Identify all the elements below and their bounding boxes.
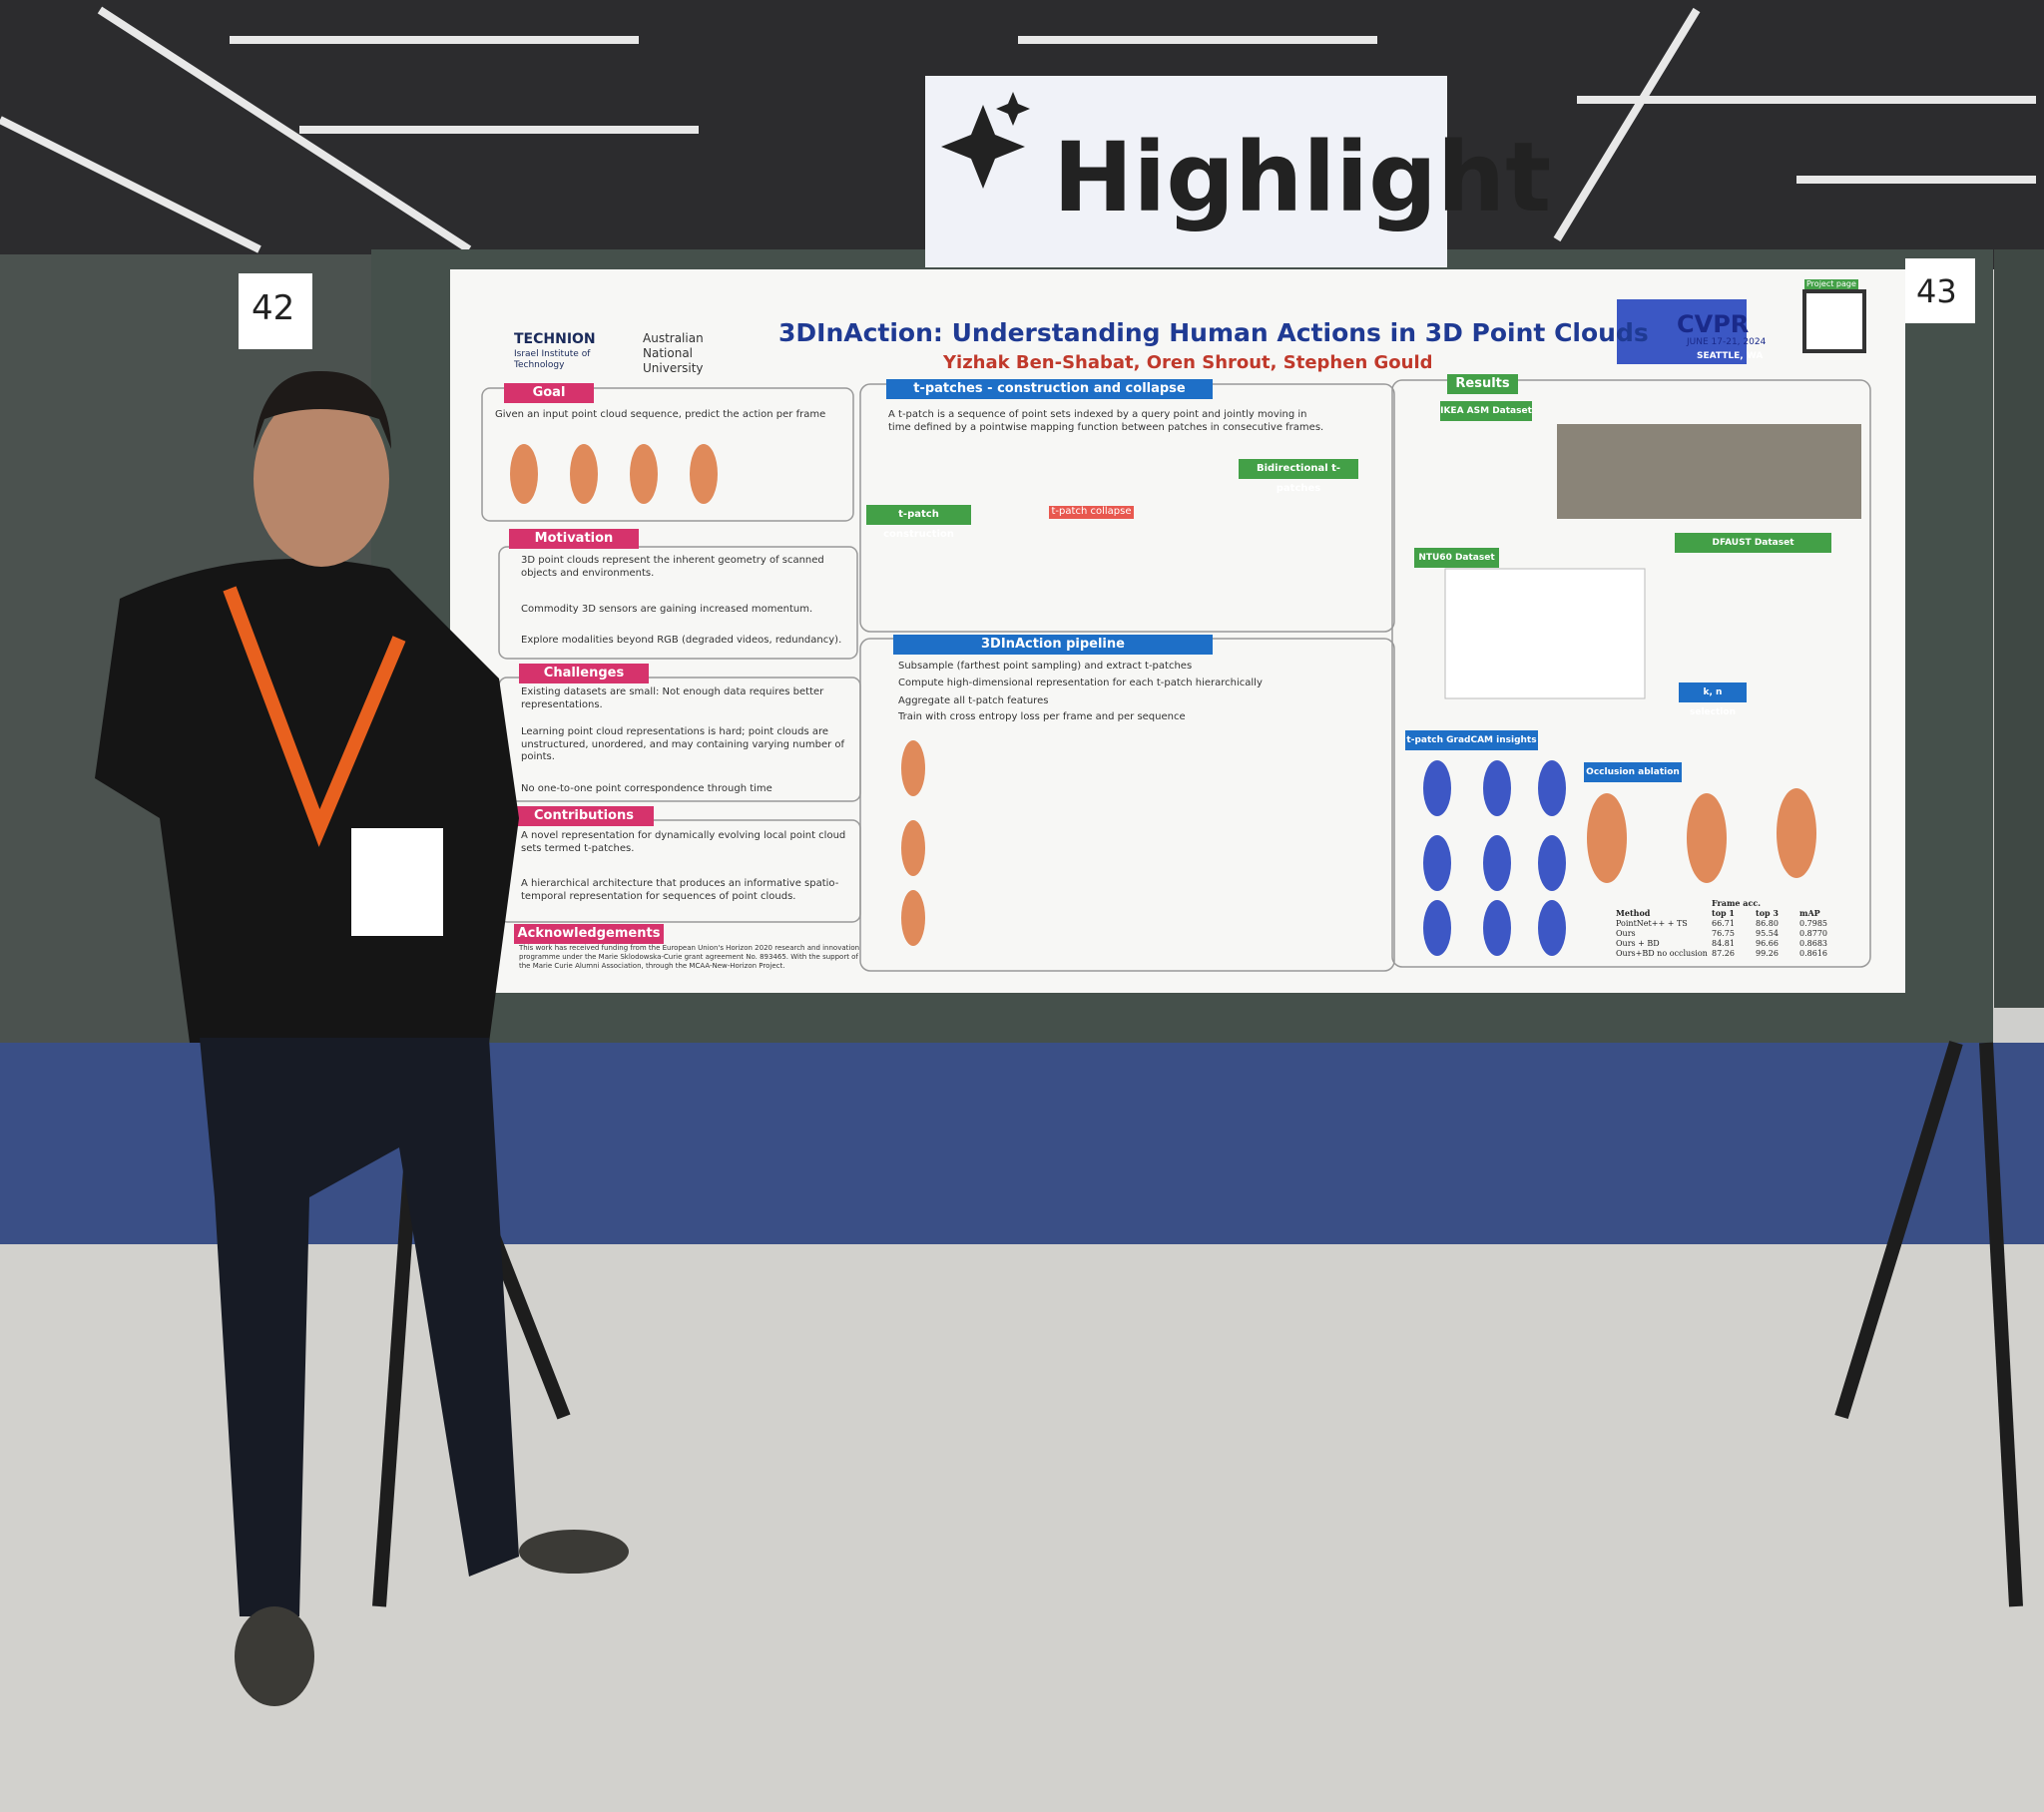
table-cell: PointNet++ + TS bbox=[1616, 919, 1688, 928]
bullet: Learning point cloud representations is … bbox=[521, 726, 845, 762]
section-header: t-patch collapse bbox=[1049, 506, 1134, 519]
poster-title: 3DInAction: Understanding Human Actions … bbox=[778, 318, 1649, 347]
gradcam-figures bbox=[1423, 760, 1566, 956]
logo-text: Australian National University bbox=[643, 331, 704, 375]
table-cell: Ours+BD no occlusion bbox=[1616, 949, 1708, 958]
number-card bbox=[1905, 258, 1975, 323]
logo-text: JUNE 17-21, 2024 bbox=[1687, 337, 1767, 347]
trousers bbox=[200, 1038, 519, 1616]
bullet: No one-to-one point correspondence throu… bbox=[521, 783, 772, 794]
table-cell: 76.75 bbox=[1712, 929, 1735, 938]
table-cell: 96.66 bbox=[1756, 939, 1779, 948]
ntu-plot bbox=[1444, 568, 1646, 699]
logo-text: CVPR bbox=[1677, 310, 1750, 338]
table-cell: 87.26 bbox=[1712, 949, 1735, 958]
sign-text: Highlight bbox=[1053, 122, 1552, 233]
lanyard bbox=[223, 586, 406, 847]
shoe bbox=[235, 1606, 314, 1706]
logo-text: Israel Institute of Technology bbox=[514, 349, 591, 371]
poster-authors: Yizhak Ben-Shabat, Oren Shrout, Stephen … bbox=[943, 352, 1433, 373]
table-cell: 66.71 bbox=[1712, 919, 1735, 928]
floor bbox=[0, 1244, 2044, 1812]
shoe bbox=[519, 1530, 629, 1574]
section-header: Goal bbox=[504, 383, 594, 403]
section-header: DFAUST Dataset bbox=[1675, 533, 1831, 553]
section-header: Contributions bbox=[514, 806, 654, 826]
section-header: NTU60 Dataset bbox=[1414, 548, 1499, 568]
badge bbox=[351, 828, 443, 936]
logo-text: SEATTLE, WA bbox=[1697, 351, 1764, 361]
section-text: Given an input point cloud sequence, pre… bbox=[495, 409, 826, 420]
hair bbox=[254, 370, 391, 449]
logo-text: TECHNION bbox=[514, 331, 596, 347]
table-cell: Frame acc. bbox=[1712, 898, 1761, 908]
table-cell: 95.54 bbox=[1756, 929, 1779, 938]
section-header: Motivation bbox=[509, 529, 639, 549]
bullet: Explore modalities beyond RGB (degraded … bbox=[521, 635, 842, 646]
section-text: This work has received funding from the … bbox=[519, 944, 860, 970]
head bbox=[254, 391, 389, 567]
table-cell: 0.8683 bbox=[1799, 939, 1827, 948]
table-cell: top 1 bbox=[1712, 908, 1735, 918]
bullet: Subsample (farthest point sampling) and … bbox=[898, 661, 1193, 672]
table-cell: mAP bbox=[1799, 908, 1820, 918]
ceiling-lights bbox=[0, 6, 2036, 253]
section-header: k, n selection bbox=[1679, 682, 1747, 717]
table-cell: 84.81 bbox=[1712, 939, 1735, 948]
number-card bbox=[239, 273, 312, 349]
logo-text: Project page bbox=[1804, 279, 1858, 289]
table-cell: Ours + BD bbox=[1616, 939, 1660, 948]
table-cell: 0.7985 bbox=[1799, 919, 1827, 928]
section-header: Results bbox=[1447, 374, 1518, 394]
bullet: Commodity 3D sensors are gaining increas… bbox=[521, 604, 813, 615]
bullet: A hierarchical architecture that produce… bbox=[521, 878, 839, 902]
bullet: Existing datasets are small: Not enough … bbox=[521, 686, 824, 710]
figures bbox=[510, 444, 1816, 946]
section-text: A t-patch is a sequence of point sets in… bbox=[888, 409, 1324, 433]
right-board bbox=[1994, 249, 2044, 1008]
table-cell: 99.26 bbox=[1756, 949, 1779, 958]
section-header: 3DInAction pipeline bbox=[893, 635, 1213, 655]
board-number: 42 bbox=[252, 288, 295, 328]
bullet: Compute high-dimensional representation … bbox=[898, 678, 1263, 688]
section-header: t-patch construction bbox=[866, 505, 971, 540]
table-cell: 0.8770 bbox=[1799, 929, 1827, 938]
bullet: Train with cross entropy loss per frame … bbox=[898, 711, 1186, 722]
section-header: Bidirectional t-patches bbox=[1239, 459, 1358, 494]
sparkle-icon bbox=[941, 92, 1030, 189]
section-header: Occlusion ablation bbox=[1584, 762, 1682, 782]
section-header: Challenges bbox=[519, 664, 649, 683]
table-cell: top 3 bbox=[1756, 908, 1779, 918]
table-cell: 86.80 bbox=[1756, 919, 1779, 928]
section-header: t-patches - construction and collapse bbox=[886, 379, 1213, 399]
bullet: Aggregate all t-patch features bbox=[898, 695, 1049, 706]
table-cell: Method bbox=[1616, 908, 1651, 918]
section-header: t-patch GradCAM insights bbox=[1405, 730, 1538, 750]
section-header: Acknowledgements bbox=[514, 924, 664, 944]
cvpr-skyline bbox=[1617, 299, 1747, 364]
bullet: 3D point clouds represent the inherent g… bbox=[521, 555, 824, 579]
video-frames bbox=[1557, 424, 1861, 519]
section-header: IKEA ASM Dataset bbox=[1440, 401, 1532, 421]
qr-code bbox=[1802, 289, 1866, 353]
board-number: 43 bbox=[1916, 272, 1957, 310]
bullet: A novel representation for dynamically e… bbox=[521, 830, 846, 854]
table-cell: 0.8616 bbox=[1799, 949, 1827, 958]
table-cell: Ours bbox=[1616, 929, 1636, 938]
